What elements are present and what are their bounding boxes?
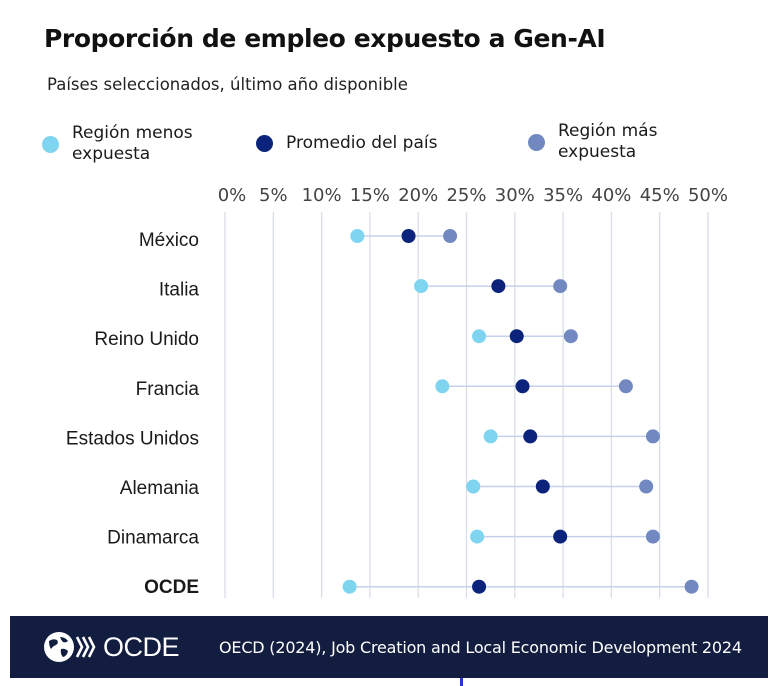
x-tick-label: 0% bbox=[218, 185, 247, 206]
point-country-average bbox=[491, 279, 506, 294]
point-least-exposed bbox=[435, 379, 450, 394]
x-tick-label: 30% bbox=[495, 185, 535, 206]
x-tick-label: 15% bbox=[350, 185, 390, 206]
point-most-exposed bbox=[639, 479, 654, 494]
point-country-average bbox=[535, 479, 550, 494]
legend-label-country-average: Promedio del país bbox=[286, 133, 438, 153]
x-tick-label: 35% bbox=[543, 185, 583, 206]
point-country-average bbox=[553, 529, 568, 544]
x-tick-label: 40% bbox=[591, 185, 631, 206]
point-least-exposed bbox=[470, 529, 485, 544]
point-most-exposed bbox=[443, 229, 458, 243]
point-least-exposed bbox=[342, 579, 357, 594]
point-most-exposed bbox=[563, 329, 578, 344]
point-most-exposed bbox=[618, 379, 633, 394]
source-citation: OECD (2024), Job Creation and Local Econ… bbox=[219, 637, 742, 657]
legend-item-country-average: Promedio del país bbox=[256, 133, 486, 154]
legend-label-least-exposed: Región menos expuesta bbox=[72, 123, 193, 164]
legend-marker-most-exposed bbox=[528, 133, 545, 151]
legend-item-most-exposed: Región más expuesta bbox=[528, 121, 678, 163]
y-category-label: Estados Unidos bbox=[66, 428, 199, 449]
point-least-exposed bbox=[350, 229, 365, 243]
point-most-exposed bbox=[684, 579, 699, 594]
point-country-average bbox=[523, 429, 538, 444]
y-category-label: Alemania bbox=[120, 478, 200, 499]
dumbbell-chart: 0% 5% 10% 15% 20% 25% 30% 35% 40% 45% 50% México It… bbox=[66, 185, 728, 598]
connector-lines bbox=[349, 235, 692, 588]
x-tick-label: 50% bbox=[688, 185, 728, 206]
chart-title: Proporción de empleo expuesto a Gen-AI bbox=[44, 24, 606, 53]
x-tick-label: 10% bbox=[302, 185, 342, 206]
point-country-average bbox=[509, 329, 524, 344]
source-footer: OCDE OECD (2024), Job Creation and Local… bbox=[10, 616, 768, 678]
legend-marker-country-average bbox=[256, 135, 273, 152]
legend-label-most-exposed: Región más expuesta bbox=[558, 121, 658, 162]
point-country-average bbox=[472, 579, 487, 594]
x-tick-label: 20% bbox=[398, 185, 438, 206]
y-category-label: Italia bbox=[159, 280, 200, 301]
y-category-label: OCDE bbox=[144, 577, 199, 598]
logo-text: OCDE bbox=[103, 631, 180, 662]
gridlines bbox=[224, 212, 709, 598]
y-category-label: Dinamarca bbox=[107, 528, 199, 549]
point-least-exposed bbox=[466, 479, 481, 494]
y-category-label: México bbox=[139, 230, 199, 251]
legend-item-least-exposed: Región menos expuesta bbox=[42, 123, 212, 165]
point-most-exposed bbox=[645, 429, 660, 444]
point-most-exposed bbox=[645, 529, 660, 544]
y-category-label: Reino Unido bbox=[94, 329, 199, 350]
y-category-label: Francia bbox=[136, 379, 200, 400]
x-tick-label: 25% bbox=[446, 185, 486, 206]
x-tick-label: 5% bbox=[259, 185, 288, 206]
point-least-exposed bbox=[472, 329, 487, 344]
point-least-exposed bbox=[483, 429, 498, 444]
y-axis-labels: México Italia Reino Unido Francia Estados Un… bbox=[66, 230, 200, 598]
point-least-exposed bbox=[414, 279, 429, 294]
point-country-average bbox=[515, 379, 530, 394]
globe-logo-icon bbox=[44, 632, 96, 662]
chart-subtitle: Países seleccionados, último año disponi… bbox=[47, 75, 408, 94]
x-tick-label: 45% bbox=[640, 185, 680, 206]
legend-marker-least-exposed bbox=[42, 135, 59, 153]
decorative-mark bbox=[460, 678, 463, 686]
point-country-average bbox=[401, 229, 416, 243]
data-points bbox=[342, 229, 699, 594]
ocde-logo: OCDE bbox=[42, 629, 180, 665]
point-most-exposed bbox=[553, 279, 568, 294]
x-axis-ticks: 0% 5% 10% 15% 20% 25% 30% 35% 40% 45% 50% bbox=[218, 185, 728, 206]
